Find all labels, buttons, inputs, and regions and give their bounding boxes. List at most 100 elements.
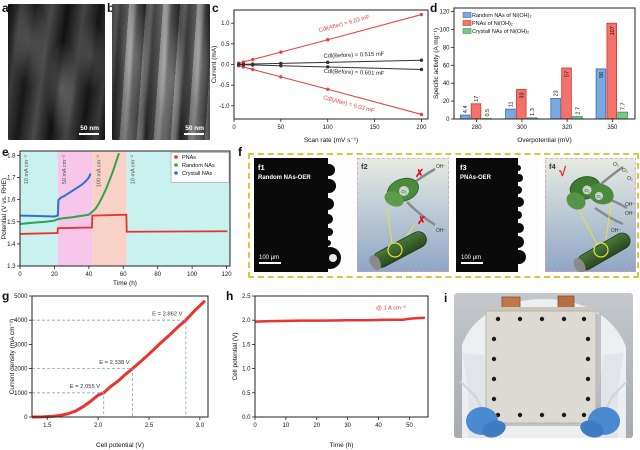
svg-text:40: 40 — [443, 81, 450, 87]
svg-text:2.0: 2.0 — [242, 318, 251, 324]
axes-frame — [31, 295, 209, 418]
f1-scalebar — [259, 262, 281, 264]
svg-text:3000: 3000 — [14, 342, 28, 348]
region — [92, 151, 127, 266]
f1-title: Random NAs-OER — [258, 175, 311, 181]
panel-a-label: a — [2, 1, 9, 15]
svg-text:0.0: 0.0 — [242, 415, 251, 421]
oh-arrow-bottom — [406, 201, 436, 227]
svg-text:100: 100 — [323, 125, 334, 131]
legend-box — [170, 152, 230, 183]
svg-text:10 mA cm⁻²: 10 mA cm⁻² — [24, 155, 30, 184]
svg-text:200: 200 — [416, 125, 427, 131]
panel-g-label: g — [2, 289, 10, 303]
series-stability @ 1 A cm⁻² — [254, 316, 425, 323]
bar — [617, 111, 628, 120]
oh-label: OH⁻ — [625, 202, 636, 208]
f1-scalebar-text: 100 μm — [259, 255, 279, 261]
svg-text:0.5: 0.5 — [242, 391, 251, 397]
y-axis-label: Specific activity (A mg⁻¹) — [433, 28, 440, 99]
oh-label: OH⁻ — [436, 164, 447, 170]
svg-text:40: 40 — [375, 423, 382, 429]
series-Crystall NAs — [19, 173, 92, 218]
magnifier-line — [578, 209, 598, 245]
chart-stability-potential: 10 mA cm⁻² 50 mA cm⁻² 100 mA cm⁻² 10 mA cm⁻… — [1, 150, 233, 287]
svg-text:1.4: 1.4 — [7, 242, 16, 248]
oh-label: OH⁻ — [436, 228, 447, 234]
svg-text:1.3: 1.3 — [7, 264, 16, 270]
magnifier-circle — [387, 242, 403, 258]
legend-marker — [462, 20, 472, 26]
svg-text:1.5: 1.5 — [7, 220, 16, 226]
svg-text:0: 0 — [253, 423, 257, 429]
nanowire-cylinder — [369, 231, 427, 271]
svg-text:320: 320 — [562, 125, 573, 131]
bar — [505, 108, 516, 120]
x-axis-label: Overpotential (mV) — [517, 137, 572, 144]
svg-text:50 mA cm⁻²: 50 mA cm⁻² — [62, 155, 68, 184]
sem-image-b: 50 nm — [112, 4, 210, 140]
chart-cell-stability: @ 1 A cm⁻² 0 10 20 30 40 50 0.0 0.5 1.0 1.5 2.0 2.5 T… — [232, 294, 429, 449]
svg-text:33: 33 — [519, 92, 525, 98]
svg-text:17: 17 — [474, 96, 480, 102]
panel-c-label: c — [212, 1, 219, 15]
legend-label: Crystall NAs of Ni(OH)₂ — [472, 29, 529, 35]
svg-text:60: 60 — [120, 272, 127, 278]
o2-arrow — [600, 165, 624, 185]
x-axis-label: Scan rate (mV s⁻¹) — [304, 137, 358, 144]
sem-image-a: 50 nm — [8, 4, 105, 140]
bolts — [491, 316, 591, 418]
axes-frame — [19, 150, 231, 267]
axes-frame — [254, 295, 429, 418]
guide-line — [32, 368, 133, 417]
f3-scalebar-text: 100 μm — [461, 255, 481, 261]
svg-text:100: 100 — [439, 27, 450, 33]
svg-text:0: 0 — [232, 125, 236, 131]
bubble — [582, 185, 592, 195]
x-axis-label: Time (h) — [330, 442, 354, 449]
bar — [606, 22, 618, 120]
o2-label: O₂ — [596, 194, 602, 199]
svg-text:1.8: 1.8 — [7, 153, 16, 159]
svg-text:0.5: 0.5 — [485, 109, 491, 117]
leaf-3 — [566, 192, 586, 210]
svg-text:4000: 4000 — [14, 318, 28, 324]
scalebar-a-text: 50 nm — [80, 125, 99, 132]
legend-label: PNAs of Ni(OH)₂ — [472, 21, 513, 27]
svg-text:120: 120 — [222, 272, 233, 278]
svg-text:7.7: 7.7 — [621, 102, 627, 110]
svg-text:50: 50 — [406, 423, 413, 429]
panel-h-label: h — [226, 289, 234, 303]
svg-text:350: 350 — [607, 125, 618, 131]
annotation: E = 2.338 V — [99, 360, 130, 366]
schematic-f4: O₂ O₂ √ O₂ O₂ O₂ OH⁻ OH⁻ OH⁻ f4 — [545, 158, 636, 272]
svg-text:3.0: 3.0 — [196, 423, 205, 429]
panel-e-label: e — [2, 145, 9, 159]
optical-image-f3: f3 PNAs-OER 100 μm — [456, 158, 539, 272]
trapped-bubble — [399, 186, 409, 196]
cross-icon: ✗ — [417, 215, 426, 227]
x-axis-label: Cell potential (V) — [96, 442, 144, 449]
svg-text:11: 11 — [508, 101, 514, 107]
svg-text:56: 56 — [599, 72, 605, 78]
svg-text:80: 80 — [443, 45, 450, 51]
y-axis-label: Current (mA) — [211, 46, 218, 84]
panel-f-group: f1 Random NAs-OER 100 μm O₂ ✗ ✗ OH⁻ OH⁻ — [248, 153, 639, 278]
svg-text:1.3: 1.3 — [530, 108, 536, 116]
oh-label: OH⁻ — [611, 228, 622, 234]
o2-label: O₂ — [613, 162, 619, 168]
magnifier-line — [386, 207, 393, 245]
svg-text:20: 20 — [51, 272, 58, 278]
optical-image-f1: f1 Random NAs-OER 100 μm — [254, 158, 353, 272]
leaf-2 — [384, 191, 404, 207]
axes-frame — [453, 7, 636, 120]
svg-text:2.0: 2.0 — [94, 423, 103, 429]
svg-text:-0.5: -0.5 — [219, 83, 230, 89]
svg-text:60: 60 — [443, 63, 450, 69]
electrolyzer-photo — [454, 293, 633, 438]
svg-text:80: 80 — [154, 272, 161, 278]
svg-text:1.0: 1.0 — [242, 367, 251, 373]
legend-label: Crystall NAs — [182, 171, 213, 177]
svg-text:100 mA cm⁻²: 100 mA cm⁻² — [96, 155, 102, 187]
